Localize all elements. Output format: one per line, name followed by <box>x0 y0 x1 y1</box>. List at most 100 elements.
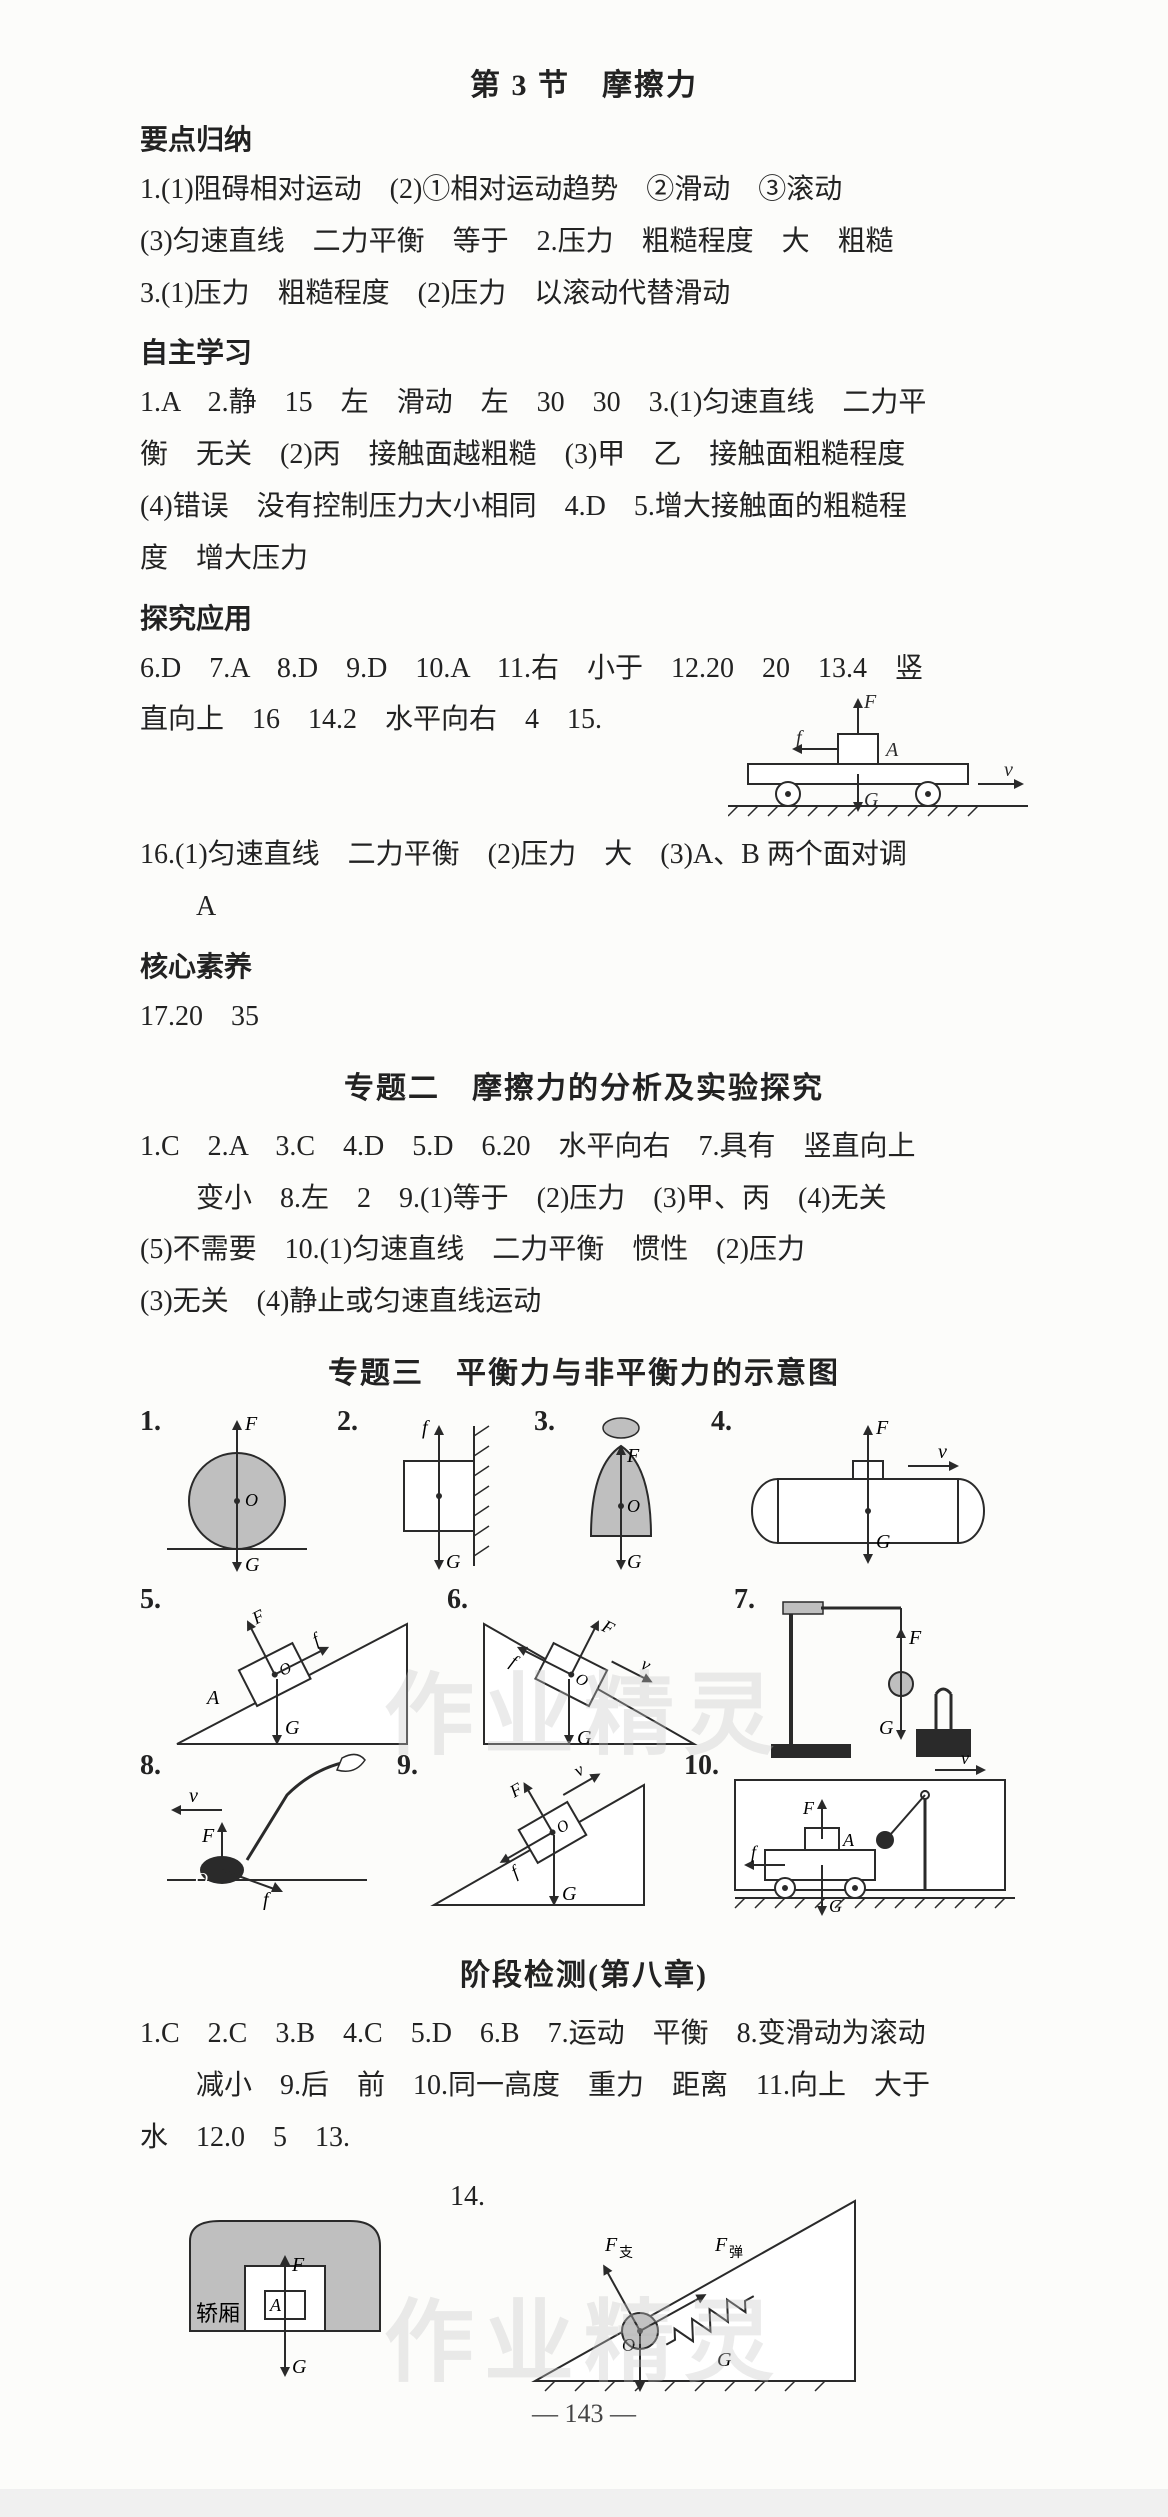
stage-d14-Fn: F <box>604 2234 618 2256</box>
svg-text:O: O <box>627 1496 640 1516</box>
st-line-1: 1.C 2.C 3.B 4.C 5.D 6.B 7.运动 平衡 8.变滑动为滚动 <box>140 2008 1028 2060</box>
svg-text:O: O <box>195 1869 208 1889</box>
section3-title: 第 3 节 摩擦力 <box>140 60 1028 104</box>
ss-line-3: (4)错误 没有控制压力大小相同 4.D 5.增大接触面的粗糙程 <box>140 481 1028 533</box>
st-line-3b: 14. <box>450 2171 485 2223</box>
kp-line-1: 1.(1)阻碍相对运动 (2)①相对运动趋势 ②滑动 ③滚动 <box>140 164 1028 216</box>
svg-text:O: O <box>245 1490 258 1510</box>
topic3-row-1: 1. O F G 2. <box>140 1406 1028 1576</box>
t3-d2: 2. f G <box>337 1406 504 1576</box>
t2-line-4: (3)无关 (4)静止或匀速直线运动 <box>140 1276 1028 1328</box>
st-line-2: 减小 9.后 前 10.同一高度 重力 距离 11.向上 大于 <box>140 2060 1028 2112</box>
t3-d1: 1. O F G <box>140 1406 307 1576</box>
t3-num-3: 3. <box>534 1406 555 1438</box>
t3-d8: 8. O v F f <box>140 1750 367 1910</box>
svg-text:v: v <box>938 1441 947 1463</box>
topic3-row-2: 5. O F f A <box>140 1584 1028 1774</box>
ss-line-4: 度 增大压力 <box>140 533 1028 585</box>
t2-line-2: 变小 8.左 2 9.(1)等于 (2)压力 (3)甲、丙 (4)无关 <box>140 1173 1028 1225</box>
svg-text:F: F <box>291 2254 305 2276</box>
heading-core: 核心素养 <box>140 945 1028 985</box>
q15-label-f: f <box>796 727 804 749</box>
heading-inquiry: 探究应用 <box>140 597 1028 637</box>
svg-text:f: f <box>263 1889 271 1910</box>
kp-line-2: (3)匀速直线 二力平衡 等于 2.压力 粗糙程度 大 粗糙 <box>140 216 1028 268</box>
q15-label-F: F <box>863 694 877 713</box>
st-line-3a: 水 12.0 5 13. <box>140 2112 350 2164</box>
stage-d14-Ft: F <box>714 2234 728 2256</box>
svg-text:G: G <box>627 1551 642 1573</box>
kp-line-3: 3.(1)压力 粗糙程度 (2)压力 以滚动代替滑动 <box>140 268 1028 320</box>
t3-num-1: 1. <box>140 1406 161 1438</box>
t3-d3: 3. O F G <box>534 1406 681 1576</box>
svg-text:F: F <box>908 1627 922 1649</box>
svg-text:弹: 弹 <box>729 2245 743 2261</box>
stage-diagrams: A 轿厢 F G 14. <box>140 2171 1028 2401</box>
svg-text:G: G <box>292 2356 307 2378</box>
svg-text:A: A <box>269 2295 282 2315</box>
svg-text:G: G <box>879 1717 894 1739</box>
svg-text:f: f <box>422 1417 430 1439</box>
t3-d6: 6. O F f v <box>447 1584 704 1764</box>
t2-line-1: 1.C 2.A 3.C 4.D 5.D 6.20 水平向右 7.具有 竖直向上 <box>140 1121 1028 1173</box>
topic2-title: 专题二 摩擦力的分析及实验探究 <box>140 1063 1028 1107</box>
t3-num-9: 9. <box>397 1750 418 1782</box>
t3-num-7: 7. <box>734 1584 755 1616</box>
q15-label-v: v <box>1004 759 1013 781</box>
svg-text:F: F <box>802 1798 815 1818</box>
topic3-title: 专题三 平衡力与非平衡力的示意图 <box>140 1348 1028 1392</box>
t3-d4: 4. F G <box>711 1406 1018 1576</box>
svg-text:A: A <box>205 1687 220 1709</box>
svg-text:F: F <box>244 1413 258 1435</box>
stage-d13: A 轿厢 F G <box>140 2171 420 2391</box>
svg-text:G: G <box>577 1727 592 1749</box>
t3-num-5: 5. <box>140 1584 161 1616</box>
inq-line-1: 6.D 7.A 8.D 9.D 10.A 11.右 小于 12.20 20 13… <box>140 643 1028 695</box>
t2-line-3: (5)不需要 10.(1)匀速直线 二力平衡 惯性 (2)压力 <box>140 1224 1028 1276</box>
heading-self-study: 自主学习 <box>140 331 1028 371</box>
q15-diagram: A F f G <box>728 694 1028 829</box>
svg-text:支: 支 <box>619 2245 633 2261</box>
t3-num-10: 10. <box>684 1750 719 1782</box>
t3-num-4: 4. <box>711 1406 732 1438</box>
svg-text:G: G <box>285 1717 300 1739</box>
t3-d5: 5. O F f A <box>140 1584 417 1764</box>
svg-text:v: v <box>961 1750 969 1768</box>
svg-text:v: v <box>570 1759 587 1780</box>
page-container: 第 3 节 摩擦力 要点归纳 1.(1)阻碍相对运动 (2)①相对运动趋势 ②滑… <box>0 0 1168 2489</box>
svg-text:O: O <box>622 2335 635 2355</box>
ss-line-1: 1.A 2.静 15 左 滑动 左 30 30 3.(1)匀速直线 二力平 <box>140 377 1028 429</box>
svg-text:G: G <box>717 2349 732 2371</box>
t3-d7: 7. F G <box>734 1584 981 1774</box>
t3-num-2: 2. <box>337 1406 358 1438</box>
svg-text:G: G <box>245 1554 260 1576</box>
stage-d13-box-label: 轿厢 <box>196 2301 240 2326</box>
inq-line-4: A <box>140 881 1028 933</box>
t3-num-6: 6. <box>447 1584 468 1616</box>
svg-text:F: F <box>875 1417 889 1439</box>
svg-text:f: f <box>309 1628 325 1649</box>
topic3-row-3: 8. O v F f <box>140 1750 1028 1930</box>
heading-key-points: 要点归纳 <box>140 118 1028 158</box>
core-line-1: 17.20 35 <box>140 991 1028 1043</box>
t3-d9: 9. O F f v <box>397 1750 654 1920</box>
svg-text:G: G <box>446 1551 461 1573</box>
page-number: — 143 — <box>140 2399 1028 2429</box>
stage-d14: O F 支 F 弹 G <box>515 2171 875 2401</box>
q15-label-A: A <box>884 739 899 761</box>
stage-title: 阶段检测(第八章) <box>140 1950 1028 1994</box>
svg-text:v: v <box>638 1654 654 1675</box>
svg-text:A: A <box>842 1830 855 1850</box>
svg-text:G: G <box>876 1531 891 1553</box>
t3-d10: 10. A f F <box>684 1750 1025 1930</box>
svg-text:F: F <box>626 1445 640 1467</box>
svg-text:F: F <box>505 1778 526 1802</box>
inq-line-2: 直向上 16 14.2 水平向右 4 15. <box>140 694 728 746</box>
svg-text:v: v <box>189 1785 198 1807</box>
t3-num-8: 8. <box>140 1750 161 1782</box>
svg-text:F: F <box>598 1615 619 1639</box>
inq-line-3: 16.(1)匀速直线 二力平衡 (2)压力 大 (3)A、B 两个面对调 <box>140 829 1028 881</box>
ss-line-2: 衡 无关 (2)丙 接触面越粗糙 (3)甲 乙 接触面粗糙程度 <box>140 429 1028 481</box>
svg-text:G: G <box>562 1883 577 1905</box>
svg-text:F: F <box>201 1825 215 1847</box>
